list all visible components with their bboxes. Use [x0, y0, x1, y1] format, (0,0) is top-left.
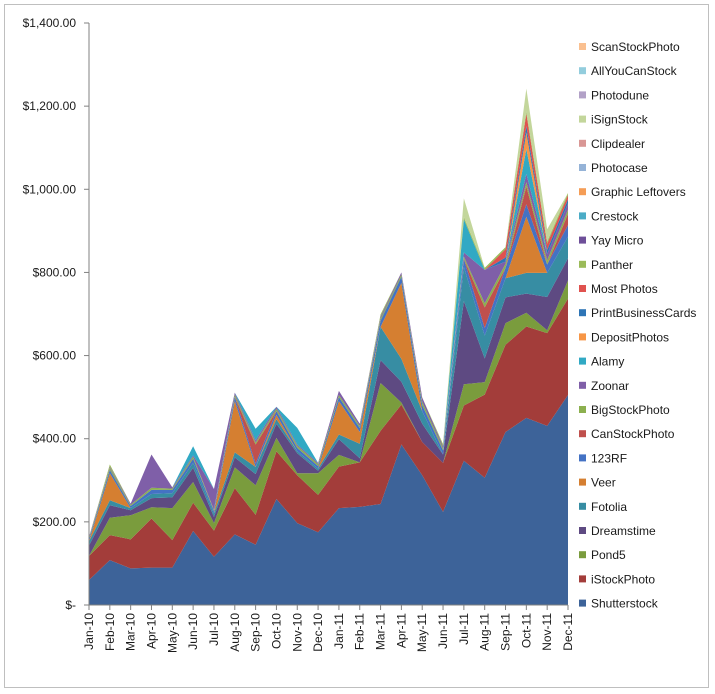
y-tick-label: $400.00 — [33, 432, 77, 446]
legend-label: Crestock — [591, 209, 639, 223]
y-axis-tick-labels: $- $200.00 $400.00 $600.00 $800.00 $1,000.00 $… — [23, 16, 77, 612]
y-tick-label: $200.00 — [33, 515, 77, 529]
x-tick-label: Jun-11 — [436, 613, 450, 649]
area-panther — [89, 111, 568, 537]
x-tick-label: Mar-10 — [124, 613, 138, 651]
x-tick-label: Jul-10 — [207, 613, 221, 646]
legend-swatch — [579, 91, 586, 99]
area-canstockphoto — [89, 186, 568, 540]
x-tick-label: Apr-10 — [144, 613, 158, 649]
x-tick-label: Oct-10 — [269, 613, 283, 649]
legend-swatch — [579, 575, 586, 583]
legend-label: Dreamstime — [591, 524, 656, 538]
legend-swatch — [579, 212, 586, 220]
x-tick-label: Mar-11 — [374, 613, 388, 650]
legend-swatch — [579, 599, 586, 607]
y-tick-label: $1,400.00 — [23, 16, 77, 30]
x-tick-label: Feb-11 — [353, 613, 367, 650]
y-tick-label: $- — [65, 598, 76, 612]
legend-label: AllYouCanStock — [591, 64, 678, 78]
x-tick-label: May-11 — [415, 613, 429, 652]
legend-swatch — [579, 43, 586, 50]
legend-label: Most Photos — [591, 282, 658, 296]
legend-swatch — [579, 406, 586, 413]
legend-label: iSignStock — [591, 113, 649, 127]
legend-label: DepositPhotos — [591, 330, 669, 344]
legend-swatch — [579, 478, 586, 486]
y-axis-tick-marks — [84, 22, 89, 606]
legend-swatch — [579, 527, 586, 534]
legend-swatch — [579, 551, 586, 559]
area-shutterstock — [89, 395, 568, 605]
legend-label: PrintBusinessCards — [591, 306, 696, 320]
legend-swatch — [579, 309, 586, 317]
legend-label: Alamy — [591, 355, 624, 369]
y-tick-label: $1,000.00 — [23, 182, 77, 196]
legend-swatch — [579, 139, 586, 147]
legend-label: Clipdealer — [591, 137, 645, 151]
legend-swatch — [579, 454, 586, 462]
legend-swatch — [579, 236, 586, 244]
legend-label: Zoonar — [591, 379, 629, 393]
y-tick-label: $1,200.00 — [23, 99, 77, 113]
area-pond5 — [89, 280, 568, 556]
y-tick-label: $600.00 — [33, 349, 77, 363]
area-depositphotos — [89, 132, 568, 537]
legend-label: Photocase — [591, 161, 648, 175]
legend-label: Panther — [591, 258, 633, 272]
legend: ScanStockPhoto AllYouCanStock Photodune iSi… — [579, 40, 696, 611]
x-tick-label: Jan-11 — [332, 613, 346, 649]
x-tick-label: Aug-10 — [228, 613, 242, 652]
area-alamy — [89, 148, 568, 537]
area-most-photos — [89, 113, 568, 537]
x-tick-label: Apr-11 — [394, 613, 408, 648]
legend-swatch — [579, 115, 586, 123]
legend-label: iStockPhoto — [591, 572, 655, 586]
y-tick-label: $800.00 — [33, 265, 77, 279]
area-istockphoto — [89, 298, 568, 581]
legend-label: Veer — [591, 476, 616, 490]
x-tick-label: Nov-11 — [540, 613, 554, 651]
x-tick-label: Sep-10 — [249, 613, 263, 652]
legend-swatch — [579, 188, 586, 196]
series-areas — [89, 88, 568, 605]
legend-swatch — [579, 357, 586, 365]
legend-swatch — [579, 67, 586, 75]
legend-swatch — [579, 502, 586, 510]
legend-label: Yay Micro — [591, 234, 644, 248]
legend-swatch — [579, 333, 586, 341]
x-tick-label: Oct-11 — [519, 613, 533, 648]
x-axis-tick-marks — [88, 605, 569, 610]
legend-label: Shutterstock — [591, 597, 659, 611]
axes — [88, 23, 568, 606]
x-tick-label: Aug-11 — [478, 613, 492, 651]
legend-label: Pond5 — [591, 548, 626, 562]
x-tick-label: Dec-11 — [561, 613, 575, 651]
legend-label: ScanStockPhoto — [591, 40, 680, 54]
x-tick-label: Sep-11 — [499, 613, 513, 651]
x-tick-label: Jun-10 — [186, 613, 200, 650]
legend-label: CanStockPhoto — [591, 427, 675, 441]
x-axis-tick-labels: Jan-10 Feb-10 Mar-10 Apr-10 May-10 Jun-10 Jul-… — [82, 613, 575, 653]
x-tick-label: Jul-11 — [457, 613, 471, 645]
legend-label: Photodune — [591, 88, 649, 102]
legend-swatch — [579, 285, 586, 292]
legend-swatch — [579, 260, 586, 268]
area-printbusinesscards — [89, 126, 568, 537]
legend-swatch — [579, 381, 586, 389]
x-tick-label: Nov-10 — [290, 613, 304, 652]
legend-label: 123RF — [591, 451, 627, 465]
legend-label: BigStockPhoto — [591, 403, 670, 417]
x-tick-label: May-10 — [165, 613, 179, 653]
x-tick-label: Jan-10 — [82, 613, 96, 650]
area-veer — [89, 216, 568, 542]
x-tick-label: Feb-10 — [103, 613, 117, 651]
x-tick-label: Dec-10 — [311, 613, 325, 652]
legend-label: Graphic Leftovers — [591, 185, 686, 199]
legend-swatch — [579, 430, 586, 438]
legend-swatch — [579, 164, 586, 171]
legend-label: Fotolia — [591, 500, 627, 514]
